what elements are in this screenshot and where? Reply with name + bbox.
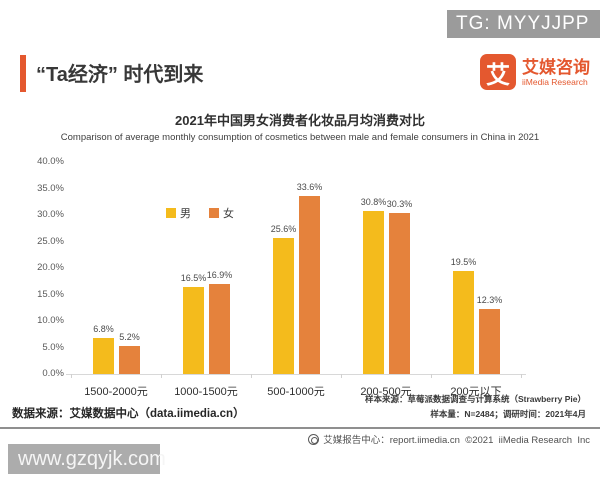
value-label: 12.3% — [476, 294, 503, 305]
site-watermark: www.gzqyjk.com — [8, 444, 166, 474]
bar-female — [209, 284, 230, 374]
bar-female — [479, 308, 500, 374]
bar-male — [453, 270, 474, 374]
bar-female — [389, 213, 410, 374]
chart-legend: 男女 — [166, 205, 252, 221]
y-tick-label: 25.0% — [37, 235, 64, 247]
legend-swatch — [166, 208, 176, 218]
logo-name-en: iiMedia Research — [522, 76, 588, 87]
footer-text: 艾媒报告中心：report.iimedia.cn ©2021 iiMedia R… — [323, 435, 590, 446]
value-label: 16.5% — [180, 272, 207, 283]
title-accent-bar — [20, 55, 26, 92]
bar-male — [183, 286, 204, 374]
y-axis-labels: 0.0% 5.0% 10.0% 15.0% 20.0% 25.0% 30.0% 35.0% 40… — [24, 156, 64, 379]
value-label: 6.8% — [93, 323, 114, 334]
page-title: “Ta经济” 时代到来 — [36, 64, 204, 86]
y-tick-label: 40.0% — [37, 156, 64, 167]
note-sample-source: 样本来源：草莓派数据调查与计算系统（Strawberry Pie） — [364, 394, 586, 404]
iimedia-logo: 艾 艾媒咨询 iiMedia Research — [480, 54, 590, 90]
iimedia-report-icon — [308, 433, 320, 445]
x-axis-tick — [431, 374, 432, 378]
x-category-label: 200元以下 — [450, 386, 502, 398]
x-axis-tick — [341, 374, 342, 378]
bar-female — [119, 346, 140, 374]
value-label: 30.8% — [360, 196, 387, 207]
legend-swatch — [209, 208, 219, 218]
legend-item: 女 — [209, 205, 234, 221]
bar-female — [299, 195, 320, 374]
legend-item: 男 — [166, 205, 191, 221]
bar-male — [363, 210, 384, 374]
note-data-source: 数据来源：艾媒数据中心（data.iimedia.cn） — [12, 408, 245, 420]
footer: 艾媒报告中心：report.iimedia.cn ©2021 iiMedia R… — [308, 432, 590, 446]
x-axis-tick — [161, 374, 162, 378]
x-axis-tick — [521, 374, 522, 378]
x-axis-line — [66, 374, 526, 375]
note-sample-size: 样本量：N=2484；调研时间：2021年4月 — [430, 409, 586, 419]
x-axis-tick — [71, 374, 72, 378]
chart-subtitle: Comparison of average monthly consumptio… — [60, 132, 540, 143]
x-category-label: 1000-1500元 — [174, 386, 238, 398]
footer-divider — [0, 427, 600, 429]
chart-title: 2021年中国男女消费者化妆品月均消费对比 — [175, 113, 425, 128]
legend-label: 男 — [180, 208, 191, 220]
plot-area: 男女 6.8% 5.2% 1500-2000元 16.5% 16.9% 1000-1500… — [66, 162, 526, 398]
bar-male — [93, 337, 114, 374]
y-tick-label: 15.0% — [37, 288, 64, 300]
value-label: 19.5% — [450, 256, 477, 267]
value-label: 25.6% — [270, 224, 297, 235]
iimedia-logo-icon: 艾 — [480, 54, 516, 90]
logo-name-cn: 艾媒咨询 — [522, 57, 590, 77]
y-tick-label: 0.0% — [42, 368, 64, 379]
bar-male — [273, 238, 294, 374]
telegram-watermark: TG: MYYJJPP — [447, 10, 600, 38]
legend-label: 女 — [223, 208, 234, 220]
x-category-label: 200-500元 — [360, 386, 412, 398]
value-label: 16.9% — [206, 270, 233, 281]
y-tick-label: 20.0% — [37, 262, 64, 273]
y-tick-label: 5.0% — [42, 341, 64, 353]
x-category-label: 1500-2000元 — [84, 386, 148, 398]
x-category-label: 500-1000元 — [267, 386, 325, 398]
value-label: 30.3% — [386, 199, 413, 210]
x-axis-tick — [251, 374, 252, 378]
iimedia-logo-text: 艾媒咨询 iiMedia Research — [522, 58, 590, 87]
value-label: 33.6% — [296, 181, 323, 192]
y-tick-label: 30.0% — [37, 209, 64, 220]
y-tick-label: 35.0% — [37, 182, 64, 194]
value-label: 5.2% — [119, 332, 140, 343]
y-tick-label: 10.0% — [37, 315, 64, 326]
